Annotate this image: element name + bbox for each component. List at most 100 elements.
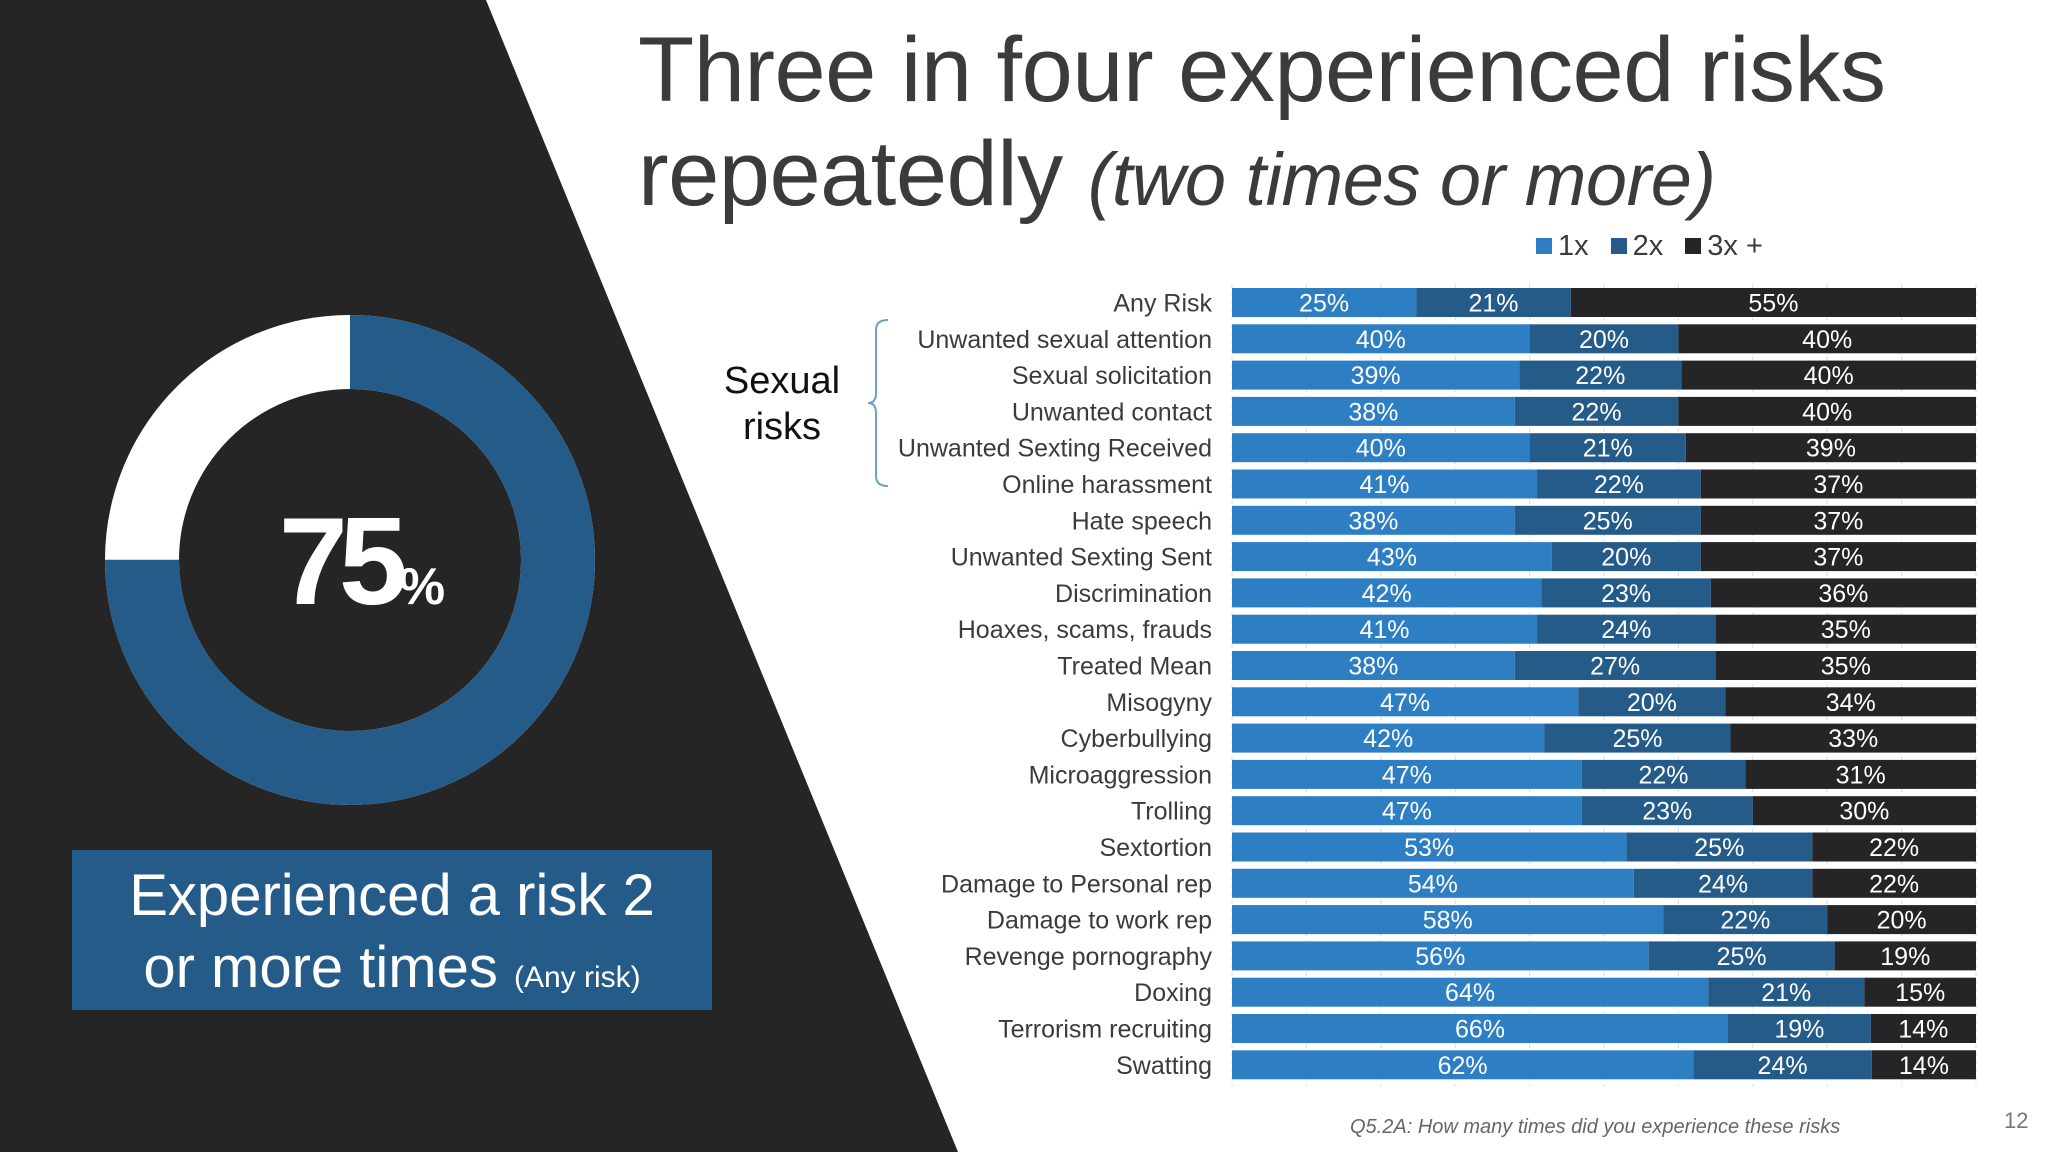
data-label: 62%	[1438, 1052, 1488, 1080]
bar-segment-2x	[1529, 324, 1679, 354]
bar-segment-2x	[1541, 578, 1711, 608]
data-label: 40%	[1802, 326, 1852, 354]
category-label: Hoaxes, scams, frauds	[958, 616, 1212, 644]
legend-swatch-2x	[1610, 238, 1627, 254]
bar-segment-1x	[1232, 1014, 1728, 1043]
bar-segment-1x	[1232, 868, 1634, 898]
data-label: 40%	[1356, 326, 1406, 354]
category-label: Unwanted Sexting Sent	[951, 544, 1212, 572]
bar-segment-1x	[1232, 505, 1515, 535]
data-label: 20%	[1627, 689, 1677, 717]
data-label: 39%	[1806, 435, 1856, 463]
category-label: Discrimination	[1055, 580, 1212, 608]
category-label: Sexual solicitation	[1012, 362, 1212, 390]
callout-line2-text: or more times	[143, 935, 498, 1000]
data-label: 22%	[1575, 362, 1625, 390]
category-label: Terrorism recruiting	[998, 1016, 1212, 1044]
category-label: Trolling	[1131, 798, 1212, 826]
bar-segment-3x	[1710, 578, 1976, 608]
legend-item-1x: 1x	[1536, 228, 1589, 264]
data-label: 25%	[1717, 943, 1767, 971]
bar-segment-1x	[1232, 651, 1515, 680]
bar-segment-1x	[1232, 614, 1538, 644]
data-label: 42%	[1362, 580, 1412, 608]
bar-segment-3x	[1725, 687, 1976, 717]
category-label: Unwanted contact	[1012, 398, 1212, 426]
slide-title: Three in four experienced risks repeated…	[638, 18, 2018, 232]
bar-segment-2x	[1537, 469, 1701, 499]
category-label: Unwanted Sexting Received	[898, 435, 1212, 463]
data-label: 55%	[1748, 290, 1798, 318]
data-label: 38%	[1348, 398, 1398, 426]
bar-segment-2x	[1578, 687, 1726, 717]
bar-segment-3x	[1871, 1050, 1976, 1080]
data-label: 19%	[1880, 943, 1930, 971]
bar-segment-3x	[1700, 505, 1976, 535]
bar-segment-1x	[1232, 687, 1579, 717]
data-label: 24%	[1601, 616, 1651, 644]
bar-segment-3x	[1678, 324, 1976, 354]
bar-segment-1x	[1232, 360, 1520, 390]
data-label: 47%	[1382, 798, 1432, 826]
bar-segment-2x	[1633, 868, 1813, 898]
bar-segment-3x	[1864, 977, 1976, 1007]
callout-line2: or more times (Any risk)	[72, 932, 712, 1014]
data-label: 23%	[1642, 798, 1692, 826]
category-label: Hate speech	[1072, 507, 1212, 535]
data-label: 35%	[1821, 653, 1871, 681]
data-label: 41%	[1359, 471, 1409, 499]
data-label: 24%	[1758, 1052, 1808, 1080]
category-label: Sextortion	[1099, 834, 1212, 862]
bar-segment-3x	[1715, 614, 1976, 644]
bar-segment-1x	[1232, 469, 1538, 499]
data-label: 22%	[1869, 834, 1919, 862]
bar-segment-3x	[1570, 288, 1976, 317]
bar-segment-1x	[1232, 723, 1545, 753]
bar-segment-2x	[1551, 542, 1701, 572]
category-label: Unwanted sexual attention	[917, 326, 1212, 354]
bar-segment-2x	[1514, 651, 1716, 680]
category-label: Swatting	[1116, 1052, 1212, 1080]
bar-segment-1x	[1232, 759, 1582, 789]
data-label: 24%	[1698, 870, 1748, 898]
data-label: 37%	[1813, 471, 1863, 499]
donut-value: 75%	[272, 500, 452, 649]
bar-segment-2x	[1514, 396, 1679, 426]
data-label: 66%	[1455, 1016, 1505, 1044]
data-label: 58%	[1423, 907, 1473, 935]
data-label: 21%	[1583, 435, 1633, 463]
data-label: 14%	[1898, 1016, 1948, 1044]
category-label: Damage to Personal rep	[941, 870, 1212, 898]
data-label: 39%	[1351, 362, 1401, 390]
legend-label-2x: 2x	[1632, 229, 1664, 262]
legend-swatch-1x	[1536, 238, 1552, 254]
data-label: 25%	[1583, 507, 1633, 535]
data-label: 41%	[1359, 616, 1409, 644]
bar-segment-1x	[1232, 977, 1709, 1007]
category-label: Microaggression	[1029, 761, 1212, 789]
category-label: Doxing	[1134, 979, 1212, 1007]
bar-segment-3x	[1812, 832, 1976, 862]
data-label: 56%	[1415, 943, 1465, 971]
legend-swatch-3x	[1685, 238, 1702, 254]
bar-segment-1x	[1232, 542, 1552, 572]
sexual-risks-label-line2: risks	[742, 406, 822, 448]
sexual-risks-label-line1: Sexual	[723, 360, 841, 402]
data-label: 15%	[1895, 979, 1945, 1007]
bar-segment-3x	[1827, 905, 1976, 935]
callout-box: Experienced a risk 2 or more times (Any …	[72, 850, 712, 1010]
bar-segment-2x	[1581, 796, 1753, 826]
data-label: 54%	[1408, 870, 1458, 898]
bar-segment-2x	[1416, 288, 1571, 317]
bar-segment-3x	[1752, 796, 1976, 826]
category-label: Any Risk	[1113, 290, 1212, 318]
bar-segment-1x	[1232, 396, 1515, 426]
bar-segment-3x	[1685, 433, 1976, 463]
data-label: 31%	[1836, 761, 1886, 789]
donut-arc	[105, 315, 595, 805]
data-label: 22%	[1869, 870, 1919, 898]
data-label: 35%	[1821, 616, 1871, 644]
category-label: Damage to work rep	[987, 907, 1212, 935]
bar-segment-2x	[1626, 832, 1813, 862]
footnote: Q5.2A: How many times did you experience…	[1350, 1116, 1841, 1138]
